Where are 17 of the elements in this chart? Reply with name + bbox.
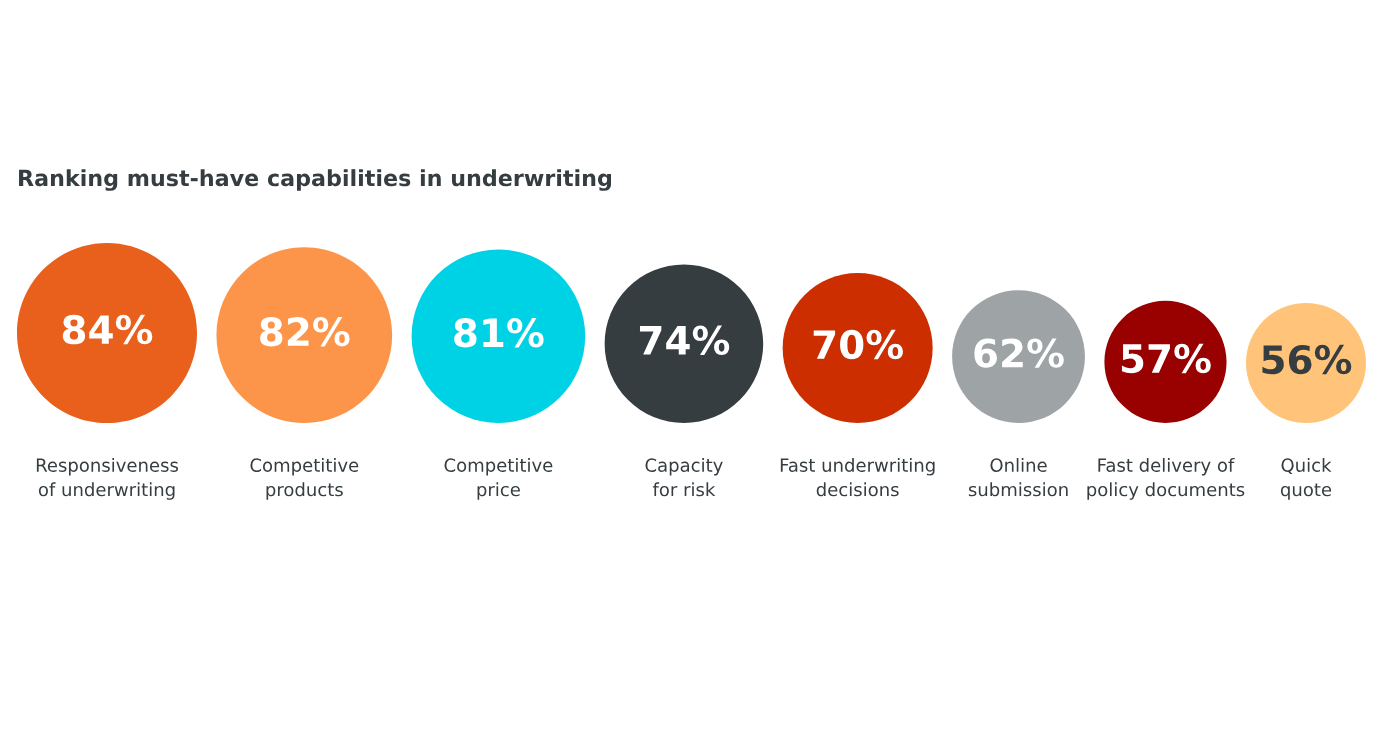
- data-label: 84%: [62, 314, 153, 345]
- data-label: 70%: [813, 329, 903, 360]
- data-label: 62%: [974, 338, 1064, 368]
- data-label: 81%: [454, 318, 544, 348]
- category-label: Capacity for risk: [645, 458, 723, 497]
- category-label: Online submission: [968, 458, 1068, 497]
- data-label: 56%: [1262, 344, 1352, 375]
- category-label: Fast delivery of policy documents: [1087, 458, 1245, 500]
- data-label: 82%: [260, 317, 350, 347]
- category-label: Quick quote: [1280, 458, 1332, 500]
- category-label: Fast underwriting decisions: [780, 458, 935, 497]
- category-label: Competitive price: [444, 458, 553, 500]
- text: Ranking must-have capabilities in underwriting: [19, 169, 612, 191]
- data-label: 74%: [639, 325, 730, 355]
- data-label: 57%: [1121, 343, 1211, 374]
- category-label: Responsiveness of underwriting: [36, 458, 179, 500]
- category-label: Competitive products: [250, 458, 359, 500]
